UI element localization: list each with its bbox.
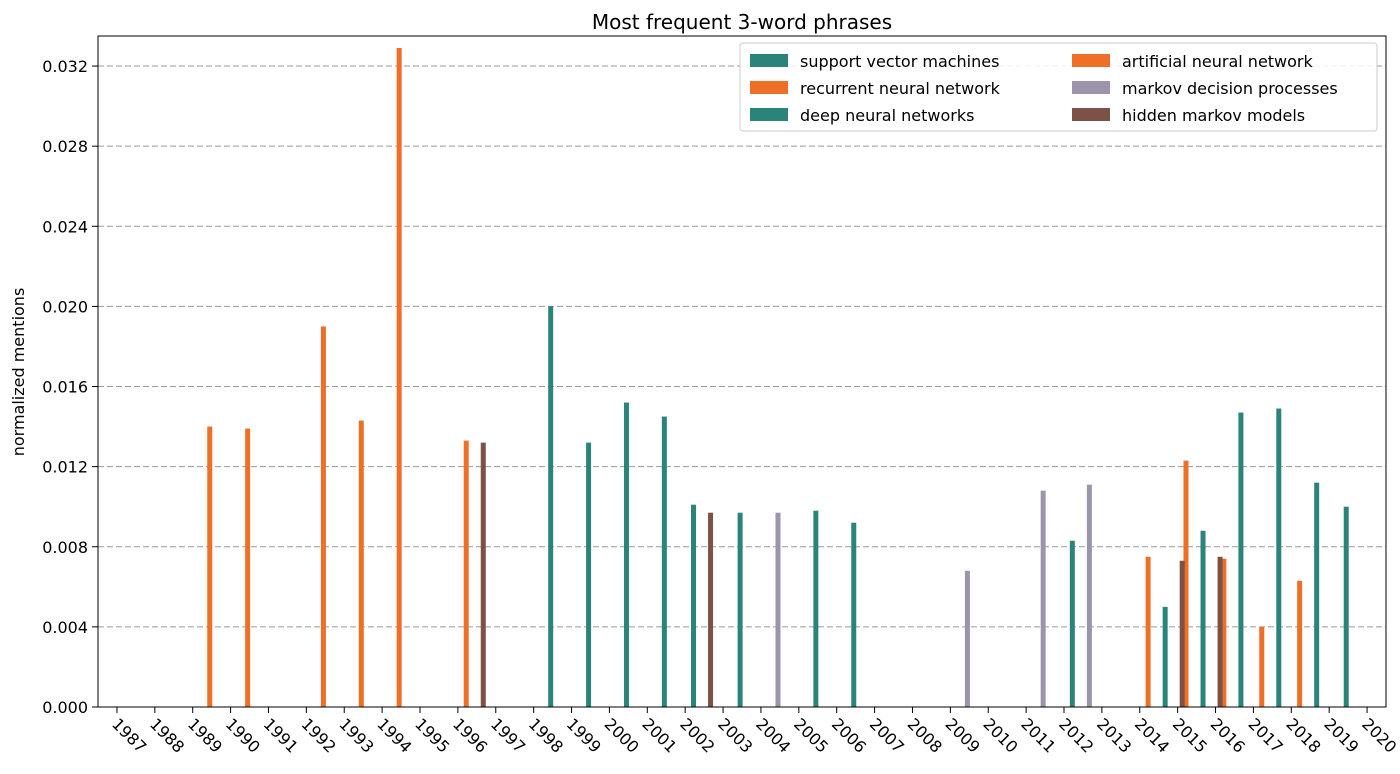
bar-recurrent-neural-network-2015 xyxy=(1145,556,1151,707)
y-tick-label: 0.004 xyxy=(42,618,88,637)
legend-swatch xyxy=(1072,108,1110,121)
plot-frame xyxy=(97,35,1387,708)
bar-hidden-markov-models-1997 xyxy=(480,442,486,707)
x-tick-label: 2016 xyxy=(1207,714,1249,756)
x-tick-label: 1990 xyxy=(222,714,264,756)
legend-label: support vector machines xyxy=(800,52,999,71)
x-tick-label: 1999 xyxy=(563,714,605,756)
y-axis: 0.000 0.004 0.008 0.012 0.016 0.020 0.024 0.028… xyxy=(42,57,98,717)
bar-support-vector-machines-2004 xyxy=(737,512,743,707)
y-tick-label: 0.016 xyxy=(42,378,88,397)
x-tick-label: 2006 xyxy=(828,714,870,756)
bar-artificial-neural-network-1994 xyxy=(358,420,364,707)
y-axis-label: normalized mentions xyxy=(9,288,28,457)
x-tick-label: 2002 xyxy=(676,714,718,756)
legend-swatch xyxy=(1072,54,1110,67)
bar-support-vector-machines-2000 xyxy=(586,442,592,707)
bar-artificial-neural-network-1991 xyxy=(245,428,251,707)
x-tick-label: 2015 xyxy=(1169,714,1211,756)
x-tick-label: 2011 xyxy=(1017,714,1059,756)
legend-swatch xyxy=(750,54,788,67)
x-tick-label: 2019 xyxy=(1320,714,1362,756)
bar-recurrent-neural-network-2017 xyxy=(1221,558,1227,707)
y-tick-label: 0.008 xyxy=(42,538,88,557)
bar-deep-neural-networks-2015 xyxy=(1162,606,1168,707)
legend-box xyxy=(739,42,1378,132)
x-tick-label: 1992 xyxy=(298,714,340,756)
bar-hidden-markov-models-2003 xyxy=(708,512,714,707)
bar-hidden-markov-models-2016 xyxy=(1217,556,1223,707)
bar-support-vector-machines-2007 xyxy=(851,522,857,707)
x-tick-label: 2008 xyxy=(904,714,946,756)
bar-artificial-neural-network-1993 xyxy=(320,326,326,707)
x-tick-label: 2001 xyxy=(638,714,680,756)
x-tick-label: 1997 xyxy=(487,714,529,756)
x-tick-label: 1991 xyxy=(260,714,302,756)
bar-deep-neural-networks-2018 xyxy=(1276,408,1282,707)
bar-support-vector-machines-2013 xyxy=(1069,540,1075,707)
bar-deep-neural-networks-2016 xyxy=(1200,530,1206,707)
bar-support-vector-machines-2002 xyxy=(661,416,667,707)
y-tick-label: 0.000 xyxy=(42,698,88,717)
chart-title: Most frequent 3-word phrases xyxy=(592,10,892,34)
legend-swatch xyxy=(750,108,788,121)
x-tick-label: 1995 xyxy=(411,714,453,756)
x-tick-label: 2014 xyxy=(1131,714,1173,756)
bar-deep-neural-networks-2020 xyxy=(1343,506,1349,707)
bars-group xyxy=(207,48,1349,708)
bar-artificial-neural-network-1990 xyxy=(207,426,213,707)
bar-recurrent-neural-network-2018 xyxy=(1259,626,1265,707)
x-tick-label: 2000 xyxy=(601,714,643,756)
bar-deep-neural-networks-2019 xyxy=(1314,482,1320,707)
bar-markov-decision-processes-2012 xyxy=(1040,490,1046,707)
bar-markov-decision-processes-2013 xyxy=(1086,484,1092,707)
y-tick-label: 0.032 xyxy=(42,57,88,76)
x-tick-label: 2010 xyxy=(979,714,1021,756)
x-tick-label: 2012 xyxy=(1055,714,1097,756)
x-tick-label: 1996 xyxy=(449,714,491,756)
legend-label: recurrent neural network xyxy=(800,79,1001,98)
x-tick-label: 2017 xyxy=(1245,714,1287,756)
bar-support-vector-machines-2006 xyxy=(813,510,819,707)
x-tick-label: 2005 xyxy=(790,714,832,756)
x-tick-label: 2009 xyxy=(942,714,984,756)
x-tick-label: 1993 xyxy=(335,714,377,756)
legend-label: deep neural networks xyxy=(800,106,974,125)
y-tick-label: 0.020 xyxy=(42,297,88,316)
x-tick-label: 2003 xyxy=(714,714,756,756)
bar-artificial-neural-network-1997 xyxy=(463,440,469,707)
bar-recurrent-neural-network-2019 xyxy=(1297,580,1303,707)
x-tick-label: 2013 xyxy=(1093,714,1135,756)
bar-deep-neural-networks-2017 xyxy=(1238,412,1244,707)
bar-recurrent-neural-network-2016 xyxy=(1183,460,1189,707)
bar-hidden-markov-models-2015 xyxy=(1179,560,1185,707)
bar-markov-decision-processes-2010 xyxy=(964,570,970,707)
y-tick-label: 0.012 xyxy=(42,458,88,477)
x-tick-label: 2004 xyxy=(752,714,794,756)
x-tick-label: 1988 xyxy=(146,714,188,756)
bar-support-vector-machines-2001 xyxy=(623,402,629,707)
bar-artificial-neural-network-1995 xyxy=(396,48,402,708)
x-tick-label: 1989 xyxy=(184,714,226,756)
legend-swatch xyxy=(750,81,788,94)
legend-label: artificial neural network xyxy=(1122,52,1314,71)
x-tick-label: 2007 xyxy=(866,714,908,756)
legend-swatch xyxy=(1072,81,1110,94)
x-tick-label: 1987 xyxy=(108,714,150,756)
y-tick-label: 0.024 xyxy=(42,217,88,236)
x-axis: 1987198819891990199119921993199419951996… xyxy=(108,707,1400,757)
x-tick-label: 2020 xyxy=(1358,714,1400,756)
x-tick-label: 1998 xyxy=(525,714,567,756)
y-tick-label: 0.028 xyxy=(42,137,88,156)
legend: support vector machines recurrent neural … xyxy=(739,42,1378,132)
bar-markov-decision-processes-2005 xyxy=(775,512,781,707)
legend-label: markov decision processes xyxy=(1122,79,1338,98)
bar-support-vector-machines-1999 xyxy=(548,306,554,707)
legend-label: hidden markov models xyxy=(1122,106,1305,125)
x-tick-label: 2018 xyxy=(1282,714,1324,756)
bar-support-vector-machines-2003 xyxy=(691,504,697,707)
x-tick-label: 1994 xyxy=(373,714,415,756)
